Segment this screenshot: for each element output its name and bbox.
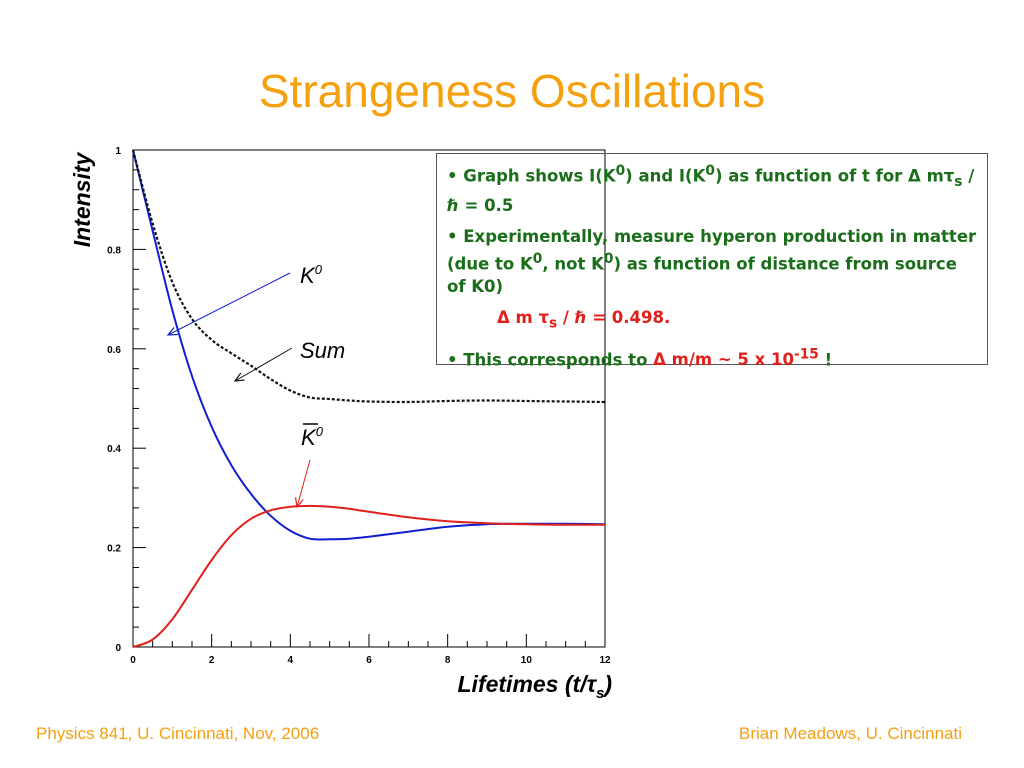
k0bar-arrow <box>297 459 311 507</box>
x-tick-label: 0 <box>130 655 136 666</box>
x-tick-label: 6 <box>366 655 372 666</box>
k0-arrow <box>168 272 291 335</box>
axis-ticks: 0 2 4 6 8 10 12 0 0.2 0.4 0.6 0.8 1 <box>107 146 611 666</box>
bullet-experimentally: • Experimentally, measure hyperon produc… <box>447 226 977 297</box>
series-line-k0bar <box>132 504 606 648</box>
footer-author: Brian Meadows, U. Cincinnati <box>739 724 962 743</box>
bullet-corresponds: • This corresponds to Δ m/m ~ 5 x 10-15 … <box>447 346 833 370</box>
footer-course: Physics 841, U. Cincinnati, Nov, 2006 <box>36 724 320 743</box>
k0-annotation: K0 <box>300 262 323 288</box>
x-axis-label-close: ) <box>601 671 612 697</box>
y-tick-label: 0 <box>115 643 121 654</box>
x-tick-label: 10 <box>521 655 533 666</box>
explanation-box: • Graph shows I(K0) and I(K0) as functio… <box>436 153 988 369</box>
series-group <box>131 149 606 648</box>
series-line-sum <box>131 149 606 404</box>
x-tick-label: 2 <box>209 655 215 666</box>
y-tick-label: 0.6 <box>107 345 121 356</box>
slide-title: Strangeness Oscillations <box>258 65 766 117</box>
y-tick-label: 1 <box>115 146 121 157</box>
series-line-k0 <box>132 149 606 541</box>
x-axis-label-main: Lifetimes (t/τ <box>458 671 598 697</box>
x-axis-label: Lifetimes (t/τs) <box>458 671 613 702</box>
y-tick-label: 0.2 <box>107 544 121 555</box>
x-tick-label: 12 <box>599 655 611 666</box>
equation-line: Δ m τs / ℏ = 0.498. <box>497 308 671 332</box>
x-tick-label: 4 <box>288 655 294 666</box>
y-tick-label: 0.4 <box>107 444 121 455</box>
k0bar-annotation: K0 <box>301 424 324 450</box>
x-tick-label: 8 <box>445 655 451 666</box>
y-tick-label: 0.8 <box>107 245 121 256</box>
bullet-graph-shows: • Graph shows I(K0) and I(K0) as functio… <box>447 163 975 215</box>
sum-annotation: Sum <box>300 338 345 363</box>
y-axis-label: Intensity <box>69 152 95 248</box>
x-axis-label-sub: s <box>596 685 604 702</box>
sum-arrow <box>235 347 293 381</box>
